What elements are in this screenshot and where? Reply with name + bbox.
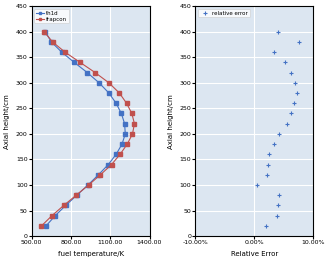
relative error <box>283 61 287 64</box>
th1d <box>106 163 110 166</box>
X-axis label: Relative Error: Relative Error <box>231 251 278 257</box>
relative error <box>272 143 276 146</box>
relative error <box>276 30 280 33</box>
frapcon <box>87 183 90 187</box>
th1d <box>97 81 101 84</box>
th1d <box>123 132 127 135</box>
th1d <box>119 112 123 115</box>
relative error <box>264 224 268 227</box>
relative error <box>297 40 301 44</box>
th1d <box>120 143 124 146</box>
frapcon <box>78 61 82 64</box>
frapcon <box>50 214 54 217</box>
Line: frapcon: frapcon <box>40 30 136 228</box>
th1d <box>123 122 127 125</box>
Legend: relative error: relative error <box>198 9 250 17</box>
th1d <box>53 214 57 217</box>
frapcon <box>125 143 129 146</box>
th1d <box>86 183 90 187</box>
th1d <box>114 102 118 105</box>
frapcon <box>118 153 122 156</box>
Y-axis label: Axial height/cm: Axial height/cm <box>4 94 10 149</box>
frapcon <box>130 112 134 115</box>
th1d <box>64 204 68 207</box>
frapcon <box>62 204 66 207</box>
Line: th1d: th1d <box>44 30 127 228</box>
relative error <box>272 51 276 54</box>
relative error <box>292 102 296 105</box>
Y-axis label: Axial height/cm: Axial height/cm <box>168 94 174 149</box>
frapcon <box>98 173 102 176</box>
relative error <box>275 214 279 217</box>
th1d <box>43 30 47 33</box>
th1d <box>85 71 89 74</box>
relative error <box>265 173 268 176</box>
frapcon <box>39 224 43 227</box>
Legend: th1d, frapcon: th1d, frapcon <box>35 9 69 23</box>
relative error <box>255 183 259 187</box>
th1d <box>44 224 48 227</box>
frapcon <box>51 40 55 44</box>
th1d <box>60 51 64 54</box>
th1d <box>114 153 118 156</box>
relative error <box>278 132 282 135</box>
frapcon <box>125 102 129 105</box>
frapcon <box>110 163 114 166</box>
frapcon <box>74 194 78 197</box>
X-axis label: fuel temperature/K: fuel temperature/K <box>58 251 124 257</box>
relative error <box>276 204 280 207</box>
frapcon <box>133 122 137 125</box>
th1d <box>75 194 79 197</box>
Line: relative error: relative error <box>255 29 301 228</box>
frapcon <box>131 132 135 135</box>
relative error <box>285 122 289 125</box>
frapcon <box>117 91 121 94</box>
relative error <box>278 194 282 197</box>
relative error <box>289 112 293 115</box>
frapcon <box>107 81 111 84</box>
frapcon <box>42 30 46 33</box>
th1d <box>96 173 100 176</box>
th1d <box>49 40 53 44</box>
frapcon <box>93 71 97 74</box>
relative error <box>289 71 293 74</box>
th1d <box>107 91 111 94</box>
frapcon <box>63 51 67 54</box>
relative error <box>295 91 299 94</box>
relative error <box>293 81 297 84</box>
relative error <box>266 163 270 166</box>
th1d <box>72 61 76 64</box>
relative error <box>267 153 271 156</box>
